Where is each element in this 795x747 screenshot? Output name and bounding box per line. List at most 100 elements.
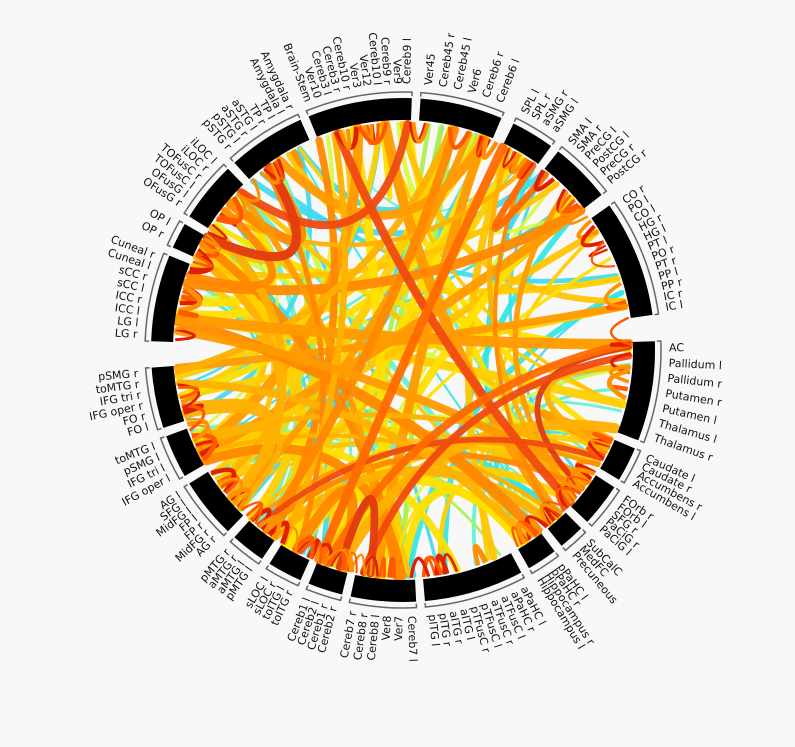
ring-segment <box>423 553 522 602</box>
ring <box>144 91 662 609</box>
local-chord <box>245 502 264 522</box>
local-chord <box>378 556 386 578</box>
chord <box>315 142 508 565</box>
region-label: IC l <box>665 298 684 314</box>
region-label: FO l <box>126 420 150 439</box>
local-chord <box>608 364 631 384</box>
local-chord <box>259 162 280 185</box>
chord <box>543 364 632 455</box>
region-label: Ver3 <box>347 62 364 89</box>
region-label: Cereb9 r <box>378 37 394 86</box>
group-bracket <box>265 565 301 587</box>
region-label: ICC r <box>114 289 143 307</box>
region-label: IC r <box>662 287 684 304</box>
ring-segment <box>308 98 412 137</box>
chord <box>175 379 531 543</box>
region-label: sCC l <box>116 276 146 295</box>
region-label: ICC l <box>114 301 141 317</box>
local-chord <box>481 137 499 160</box>
group-bracket <box>144 366 162 431</box>
region-label: pITG r <box>436 612 454 648</box>
local-chord <box>603 281 628 310</box>
local-chord <box>387 556 396 578</box>
local-chord <box>502 147 517 168</box>
region-label: Pallidum r <box>667 372 723 391</box>
ring-segment <box>151 255 190 342</box>
region-label: Ver12 <box>357 54 374 87</box>
chord <box>237 120 412 230</box>
group-bracket <box>639 340 662 444</box>
local-chord <box>357 122 389 146</box>
chord <box>261 125 460 535</box>
local-chord <box>592 431 613 445</box>
local-chord <box>580 224 605 248</box>
ring-segment <box>189 471 244 532</box>
chords <box>173 119 635 581</box>
local-chord <box>510 153 529 175</box>
group-bracket <box>610 200 660 316</box>
group-bracket <box>529 552 560 575</box>
local-chord <box>177 309 200 318</box>
region-label: PP l <box>657 265 680 283</box>
local-chord <box>539 503 564 528</box>
group-bracket <box>144 252 168 342</box>
local-chord <box>178 385 200 400</box>
local-chord <box>516 522 535 544</box>
local-chord <box>267 520 290 545</box>
local-chord <box>227 487 251 511</box>
region-label: Ver8 <box>380 615 394 641</box>
local-chord <box>210 467 237 494</box>
local-chord <box>217 477 244 504</box>
local-chord <box>257 514 282 540</box>
ring-segment <box>503 123 552 164</box>
region-label: Cereb7 l <box>405 616 419 662</box>
group-bracket <box>183 483 228 537</box>
group-bracket <box>558 145 608 195</box>
group-bracket <box>305 91 413 115</box>
region-label: pITG l <box>426 614 442 647</box>
local-chord <box>609 316 632 346</box>
region-label: LG r <box>114 327 138 341</box>
chord <box>173 313 635 350</box>
region-label: PT r <box>654 254 679 273</box>
local-chord <box>533 169 556 192</box>
local-chord <box>558 191 584 217</box>
region-label: FO r <box>121 410 147 428</box>
ring-segment <box>172 224 204 257</box>
local-chord <box>409 556 431 579</box>
group-bracket <box>183 163 228 217</box>
local-chord <box>421 555 444 578</box>
region-label: PP r <box>660 275 684 293</box>
region-label: Cereb8 l <box>365 614 383 661</box>
local-chord <box>607 368 631 401</box>
chord <box>359 352 633 577</box>
region-label: Ver7 <box>392 616 405 641</box>
ring-segment <box>350 574 417 603</box>
local-chord <box>207 223 228 240</box>
local-chord <box>182 403 204 416</box>
group-bracket <box>562 529 587 552</box>
local-chord <box>590 241 616 268</box>
local-chord <box>292 535 315 559</box>
group-bracket <box>620 448 642 484</box>
local-chord <box>175 328 196 342</box>
chord <box>335 419 621 573</box>
ring-segment <box>189 168 244 229</box>
local-chord <box>448 126 471 150</box>
group-bracket <box>588 487 621 528</box>
region-label: pSMG r <box>98 367 139 384</box>
local-chord <box>185 418 209 442</box>
group-bracket <box>424 573 526 608</box>
ring-segment <box>600 439 635 480</box>
group-bracket <box>166 219 184 248</box>
region-label: toMTG r <box>95 378 141 397</box>
region-label: Cereb9 l <box>400 38 414 84</box>
chord <box>185 206 276 290</box>
region-label: Cereb10 l <box>366 32 384 86</box>
local-chord <box>590 439 611 454</box>
ring-segment <box>591 205 653 318</box>
region-label: LG l <box>117 314 139 329</box>
region-label: Ver9 <box>391 59 405 84</box>
local-chord <box>570 467 596 492</box>
